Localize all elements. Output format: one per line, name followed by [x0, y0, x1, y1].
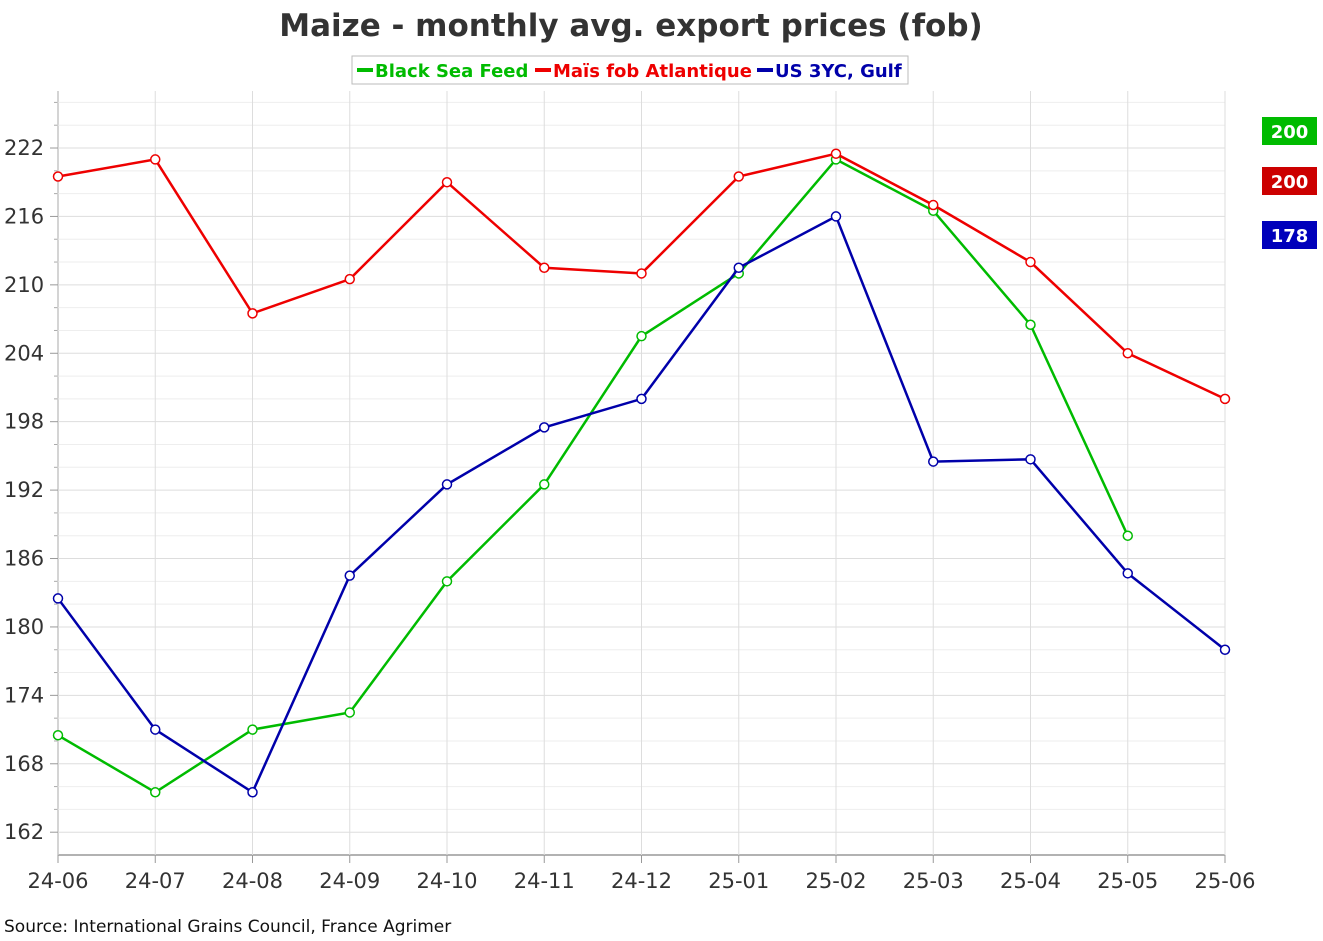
y-tick-label: 192 — [4, 478, 44, 502]
y-tick-label: 174 — [4, 683, 44, 707]
data-point — [830, 211, 842, 222]
data-point — [1025, 454, 1036, 465]
data-point — [733, 262, 744, 273]
data-point — [344, 570, 355, 581]
data-point — [247, 787, 258, 798]
data-point — [150, 154, 161, 165]
data-point — [344, 273, 355, 285]
last-value-badge — [1262, 167, 1317, 195]
data-point — [636, 393, 647, 405]
series-line — [57, 157, 1129, 794]
data-point — [52, 730, 64, 741]
series-2 — [52, 211, 1231, 798]
y-tick-label: 210 — [4, 273, 44, 297]
data-point — [636, 268, 647, 279]
data-point — [150, 787, 161, 798]
data-point — [247, 724, 258, 735]
y-tick-label: 216 — [4, 204, 44, 228]
data-point — [247, 308, 258, 319]
data-point — [928, 456, 939, 467]
data-point — [441, 576, 453, 587]
x-tick-label: 24-06 — [27, 869, 88, 893]
data-point — [1025, 256, 1036, 268]
data-point — [1122, 348, 1133, 359]
x-tick-label: 24-12 — [611, 869, 672, 893]
y-tick-label: 186 — [4, 547, 44, 571]
data-point — [539, 262, 550, 273]
data-point — [636, 330, 647, 342]
x-tick-label: 25-01 — [708, 869, 769, 893]
data-point — [928, 199, 939, 211]
last-value-label: 200 — [1271, 172, 1309, 193]
data-point — [441, 176, 453, 188]
y-tick-label: 204 — [4, 341, 44, 365]
data-point — [1219, 393, 1231, 405]
y-tick-label: 180 — [4, 615, 44, 639]
y-tick-label: 222 — [4, 136, 44, 160]
data-point — [539, 479, 550, 490]
series-1 — [52, 148, 1231, 405]
x-tick-label: 25-03 — [903, 869, 964, 893]
chart-title: Maize - monthly avg. export prices (fob) — [279, 8, 982, 44]
data-point — [344, 707, 355, 718]
legend-label: Black Sea Feed — [375, 61, 528, 82]
last-value-badge — [1262, 221, 1317, 249]
data-point — [52, 171, 64, 182]
y-tick-label: 168 — [4, 752, 44, 776]
data-point — [1025, 319, 1036, 331]
source-note: Source: International Grains Council, Fr… — [4, 917, 451, 937]
data-point — [830, 148, 842, 159]
y-tick-label: 162 — [4, 820, 44, 844]
y-tick-label: 198 — [4, 410, 44, 434]
last-value-label: 178 — [1271, 226, 1309, 247]
x-tick-label: 24-07 — [125, 869, 186, 893]
x-tick-label: 24-09 — [319, 869, 380, 893]
x-tick-label: 25-04 — [1000, 869, 1061, 893]
data-point — [1122, 530, 1133, 541]
data-point — [1219, 644, 1231, 655]
last-value-badge — [1262, 117, 1317, 145]
legend-box — [351, 55, 909, 85]
data-point — [733, 171, 744, 182]
data-point — [52, 593, 64, 604]
data-point — [539, 422, 550, 433]
legend: Black Sea Feed Maïs fob Atlantique US 3YC,… — [351, 55, 909, 85]
legend-label: US 3YC, Gulf — [775, 61, 902, 82]
data-point — [150, 724, 161, 735]
x-tick-label: 25-02 — [805, 869, 866, 893]
x-tick-label: 25-05 — [1097, 869, 1158, 893]
legend-label: Maïs fob Atlantique — [553, 61, 752, 82]
x-tick-label: 24-11 — [514, 869, 575, 893]
data-point — [441, 479, 453, 490]
x-tick-label: 24-10 — [416, 869, 477, 893]
data-point — [1122, 568, 1133, 579]
x-tick-label: 24-08 — [222, 869, 283, 893]
last-value-label: 200 — [1271, 122, 1309, 143]
series-0 — [52, 154, 1133, 798]
x-tick-label: 25-06 — [1194, 869, 1255, 893]
